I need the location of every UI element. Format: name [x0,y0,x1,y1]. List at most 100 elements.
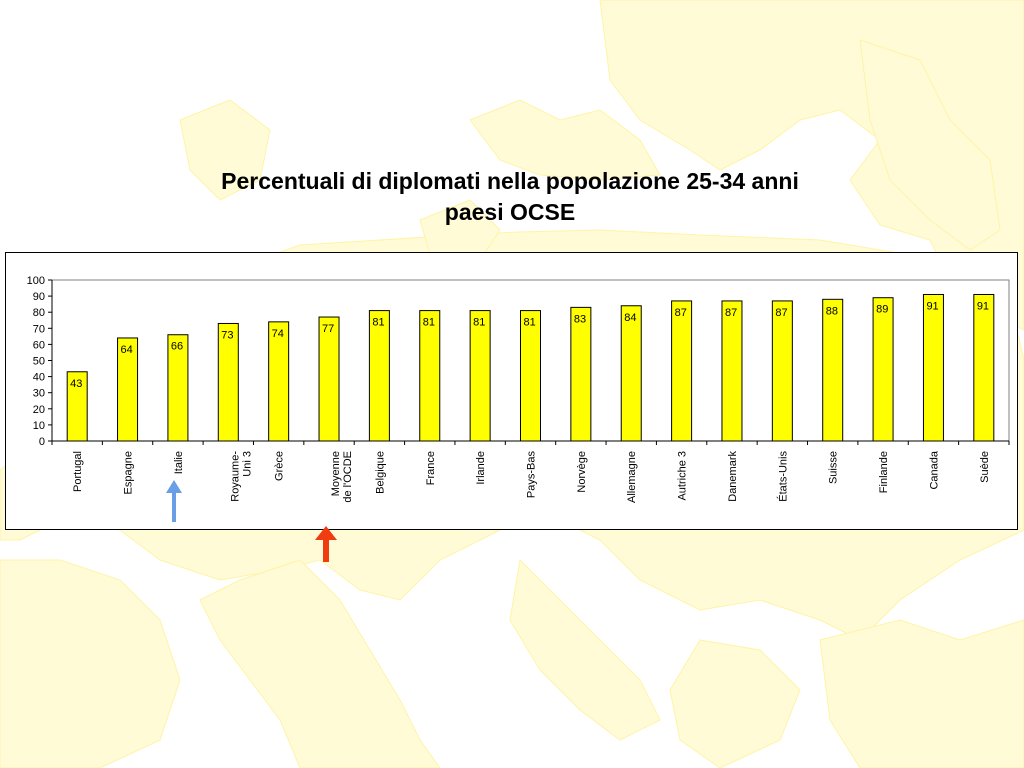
data-label: 91 [926,300,938,312]
italie-highlight-arrow-icon [166,480,182,522]
bar [872,297,894,442]
x-tick-label: Pays-Bas [526,451,538,499]
x-tick-label-line: Italie [173,451,185,474]
x-tick-label: Portugal [72,451,84,492]
chart-frame: 0 10 20 30 40 50 60 70 80 90 100 43 64 66 73 74 77 81 81 8… [5,252,1018,530]
data-label: 74 [272,328,284,340]
x-tick-label-line: Pays-Bas [526,451,538,499]
y-tick-label: 90 [33,291,45,303]
data-label: 81 [473,317,485,329]
y-axis: 0 10 20 30 40 50 60 70 80 90 100 [27,275,53,448]
x-tick-label: États-Unis [776,451,789,502]
x-tick-label: France [425,451,437,485]
x-tick-label-line: Portugal [72,451,84,492]
bar [520,310,541,442]
data-label: 83 [574,313,586,325]
x-tick-label-line: Autriche 3 [677,451,689,501]
category-labels: Portugal Espagne Italie Royaume-Uni 3 Grèce M… [72,450,991,503]
data-label: 81 [524,317,536,329]
x-tick-label: Autriche 3 [677,451,689,501]
data-label: 87 [675,307,687,319]
x-tick-label-line: Danemark [727,451,739,502]
value-labels: 43 64 66 73 74 77 81 81 81 81 83 84 87 87 87 88 89 91 91 [70,300,989,389]
y-tick-label: 50 [33,356,45,368]
x-tick-label-line: Finlande [878,451,890,493]
x-tick-label: Danemark [727,451,739,502]
data-label: 77 [322,323,334,335]
x-tick-label-line: Grèce [274,451,286,481]
oecd-average-highlight-arrow-icon [315,526,337,562]
x-tick-label: Italie [173,451,185,474]
bar [620,305,642,442]
bar [66,371,88,442]
data-label: 88 [826,305,838,317]
data-label: 81 [423,317,435,329]
x-tick-label: Allemagne [626,451,638,503]
x-tick-label-line: Royaume- [229,451,241,502]
y-tick-label: 20 [33,404,45,416]
title-line-1: Percentuali di diplomati nella popolazio… [221,168,799,194]
x-tick-label-line: Allemagne [626,451,638,503]
bar-chart: 0 10 20 30 40 50 60 70 80 90 100 43 64 66 73 74 77 81 81 8… [27,275,1010,503]
bar [117,337,139,442]
bar [268,321,290,442]
bar [822,298,844,442]
y-tick-label: 10 [33,420,45,432]
x-tick-label: Norvège [576,451,588,493]
x-tick-label-line: Irlande [475,451,487,485]
data-label: 64 [121,344,133,356]
bar [318,316,340,442]
bar [922,293,944,442]
x-tick-label: Royaume-Uni 3 [229,451,253,502]
x-tick-label-line: Moyenne [330,451,342,496]
y-tick-label: 60 [33,339,45,351]
x-tick-label-line: Uni 3 [241,451,253,477]
bars [66,293,995,442]
bar [368,310,390,442]
data-label: 81 [372,317,384,329]
x-tick-label: Suisse [828,451,840,484]
x-tick-label-line: Belgique [374,451,386,494]
y-tick-label: 100 [27,275,45,287]
y-tick-label: 70 [33,323,45,335]
bar [469,310,491,442]
x-tick-label-line: États-Unis [776,451,789,502]
bar [167,334,189,442]
data-label: 89 [876,304,888,316]
slide-title: Percentuali di diplomati nella popolazio… [150,166,870,228]
data-label: 66 [171,341,183,353]
x-tick-label: Grèce [274,451,286,481]
x-tick-label-line: Canada [928,450,940,489]
x-axis [51,440,1010,445]
x-tick-label: Espagne [123,451,135,494]
data-label: 87 [775,307,787,319]
data-label: 87 [725,307,737,319]
y-tick-label: 40 [33,372,45,384]
bar [419,310,441,442]
data-label: 84 [624,312,636,324]
bar [771,300,793,442]
bar [671,300,693,442]
y-tick-label: 80 [33,307,45,319]
bar [570,306,592,442]
y-tick-label: 0 [39,436,45,448]
data-label: 73 [221,329,233,341]
x-tick-label-line: Suisse [828,451,840,484]
bar [973,293,995,442]
x-tick-label: Moyennede l'OCDE [330,451,354,503]
y-tick-label: 30 [33,388,45,400]
bar [217,322,239,442]
bar [721,300,743,442]
x-tick-label-line: Suède [979,451,991,483]
data-label: 91 [977,300,989,312]
title-line-2: paesi OCSE [444,199,576,225]
x-tick-label: Suède [979,451,991,483]
x-tick-label: Finlande [878,451,890,493]
x-tick-label-line: France [425,451,437,485]
x-tick-label: Belgique [374,451,386,494]
x-tick-label-line: Norvège [576,451,588,493]
x-tick-label-line: Espagne [123,451,135,494]
x-tick-label: Irlande [475,451,487,485]
x-tick-label-line: de l'OCDE [342,451,354,503]
data-label: 43 [70,378,82,390]
